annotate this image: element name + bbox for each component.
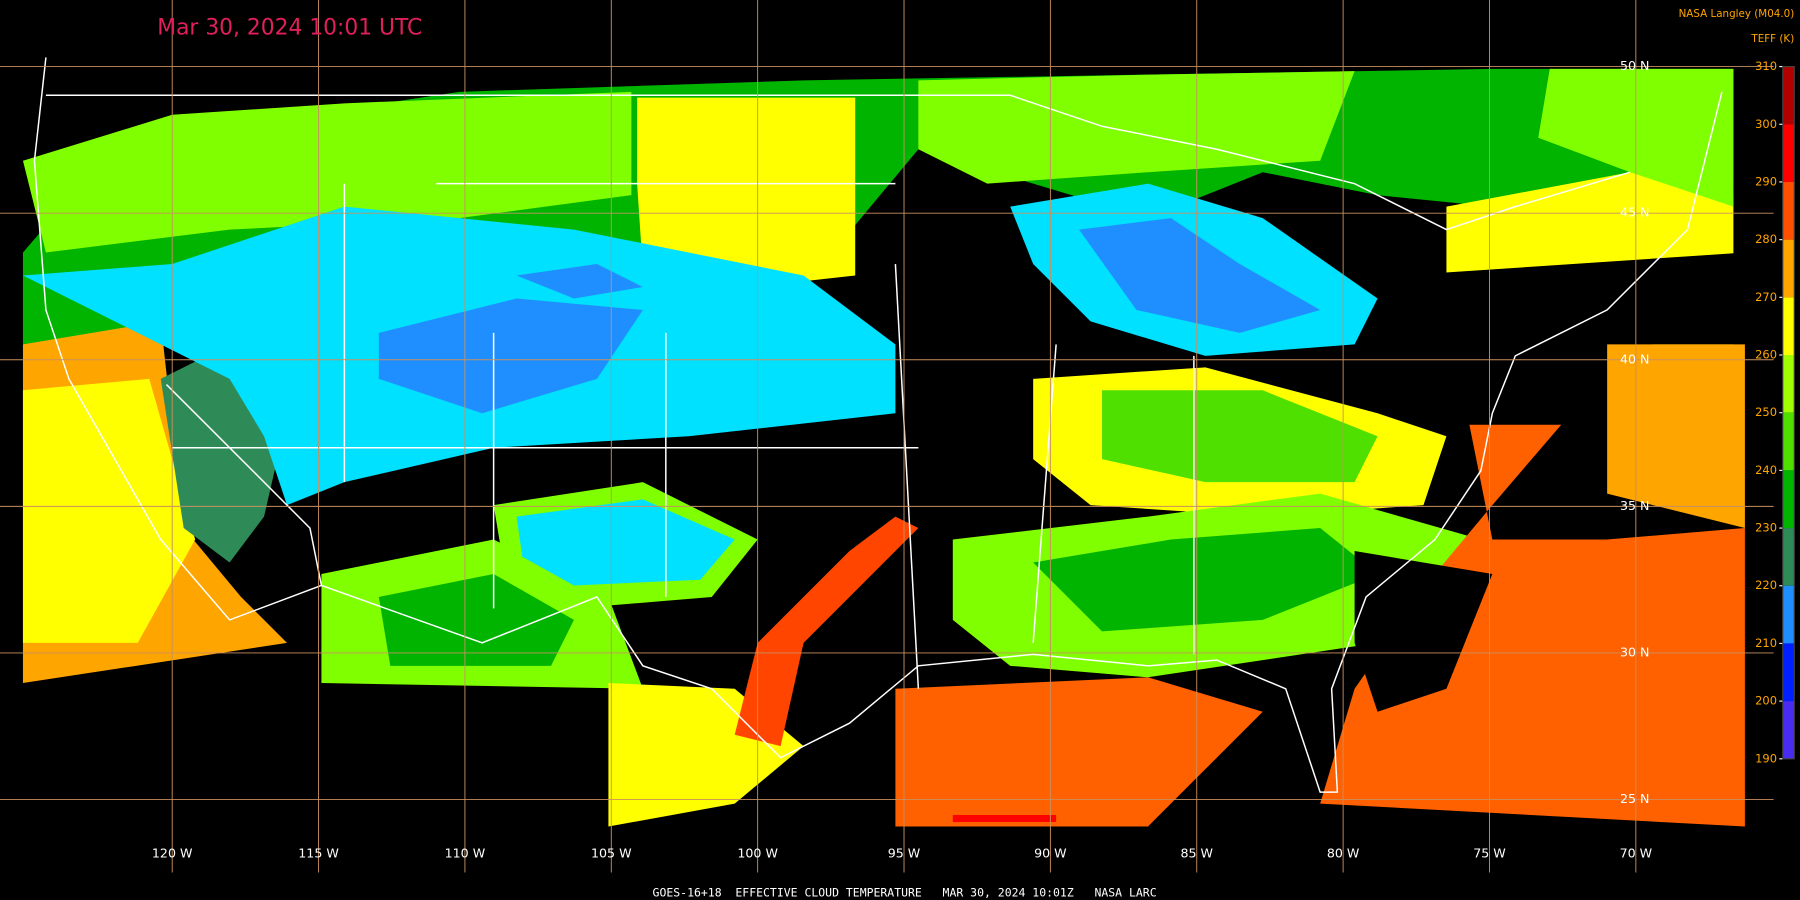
longitude-label: 90 W — [1034, 846, 1067, 861]
colorbar-band — [1782, 701, 1795, 759]
colorbar-tick-label: 230 — [1755, 521, 1777, 535]
colorbar-band — [1782, 181, 1795, 240]
cloud-region — [1354, 551, 1493, 712]
longitude-label: 85 W — [1180, 846, 1213, 861]
cloud-region — [1400, 252, 1745, 425]
cloud-region — [22, 378, 196, 643]
colorbar-tick-label: 310 — [1755, 59, 1777, 73]
cloud-region — [1320, 424, 1745, 827]
border — [894, 263, 920, 689]
cloud-region — [952, 815, 1057, 822]
colorbar-tick-label: 280 — [1755, 232, 1777, 246]
longitude-label: 95 W — [888, 846, 921, 861]
colorbar-band — [1782, 124, 1795, 182]
colorbar: 310 300 290 280 270 260 250 240 230 220 210 200 190 — [1755, 59, 1795, 765]
cloud-region — [1079, 218, 1321, 333]
colorbar-tick-label: 250 — [1755, 405, 1777, 419]
colorbar-band — [1782, 297, 1795, 356]
longitude-label: 70 W — [1620, 846, 1653, 861]
colorbar-tick-label: 240 — [1755, 463, 1777, 477]
longitude-label: 115 W — [298, 846, 339, 861]
border — [45, 94, 1631, 231]
cloud-region — [378, 573, 574, 666]
colorbar-tick-label: 270 — [1755, 290, 1777, 304]
cloud-region — [734, 516, 919, 747]
cloud-region — [378, 298, 643, 414]
latitude-label: 35 N — [1620, 498, 1650, 513]
colorbar-band — [1782, 470, 1795, 529]
credit: NASA Langley (M04.0) — [1679, 8, 1795, 20]
cloud-region — [918, 71, 1355, 184]
cloud-region — [1033, 528, 1378, 632]
latitude-label: 45 N — [1620, 205, 1650, 220]
colorbar-tick-label: 300 — [1755, 117, 1777, 131]
colorbar-tick-label: 260 — [1755, 348, 1777, 362]
colorbar-band — [1782, 585, 1795, 644]
colorbar-band — [1782, 355, 1795, 413]
latitude-label: 25 N — [1620, 791, 1650, 806]
longitude-label: 105 W — [591, 846, 632, 861]
cloud-region — [872, 264, 1057, 414]
latitude-label: 50 N — [1620, 58, 1650, 73]
colorbar-tick-label: 210 — [1755, 636, 1777, 650]
colorbar-band — [1782, 643, 1795, 702]
colorbar-band — [1782, 66, 1795, 125]
title: Mar 30, 2024 10:01 UTC — [157, 16, 422, 41]
border — [165, 384, 323, 586]
colorbar-label: TEFF (K) — [1750, 33, 1794, 45]
colorbar-band — [1782, 528, 1795, 586]
colorbar-frame — [1782, 66, 1795, 760]
grid-layer: 120 W 115 W 110 W 105 W 100 W 95 W 90 W 85 W 80 … — [0, 0, 1774, 873]
cloud-region — [637, 97, 856, 282]
border — [1032, 344, 1057, 643]
latitude-label: 30 N — [1620, 644, 1650, 659]
colorbar-tick-label: 290 — [1755, 174, 1777, 188]
cloud-region — [1607, 344, 1745, 529]
colorbar-tick-label: 190 — [1755, 751, 1777, 765]
longitude-label: 100 W — [737, 846, 778, 861]
border — [33, 57, 1723, 793]
colorbar-band — [1782, 412, 1795, 471]
latitude-label: 40 N — [1620, 351, 1650, 366]
colorbar-tick-label: 220 — [1755, 578, 1777, 592]
border-layer — [33, 57, 1723, 793]
longitude-label: 110 W — [445, 846, 486, 861]
longitude-label: 80 W — [1327, 846, 1360, 861]
cloud-layer — [22, 68, 1745, 827]
cloud-region — [22, 91, 632, 253]
colorbar-tick-label: 200 — [1755, 694, 1777, 708]
colorbar-band — [1782, 239, 1795, 298]
cloud-region — [895, 677, 1263, 827]
cloud-region — [1102, 390, 1378, 483]
longitude-label: 120 W — [152, 846, 193, 861]
longitude-label: 75 W — [1473, 846, 1506, 861]
footer: GOES-16+18 EFFECTIVE CLOUD TEMPERATURE M… — [653, 886, 1157, 900]
cloud-region — [516, 499, 735, 586]
